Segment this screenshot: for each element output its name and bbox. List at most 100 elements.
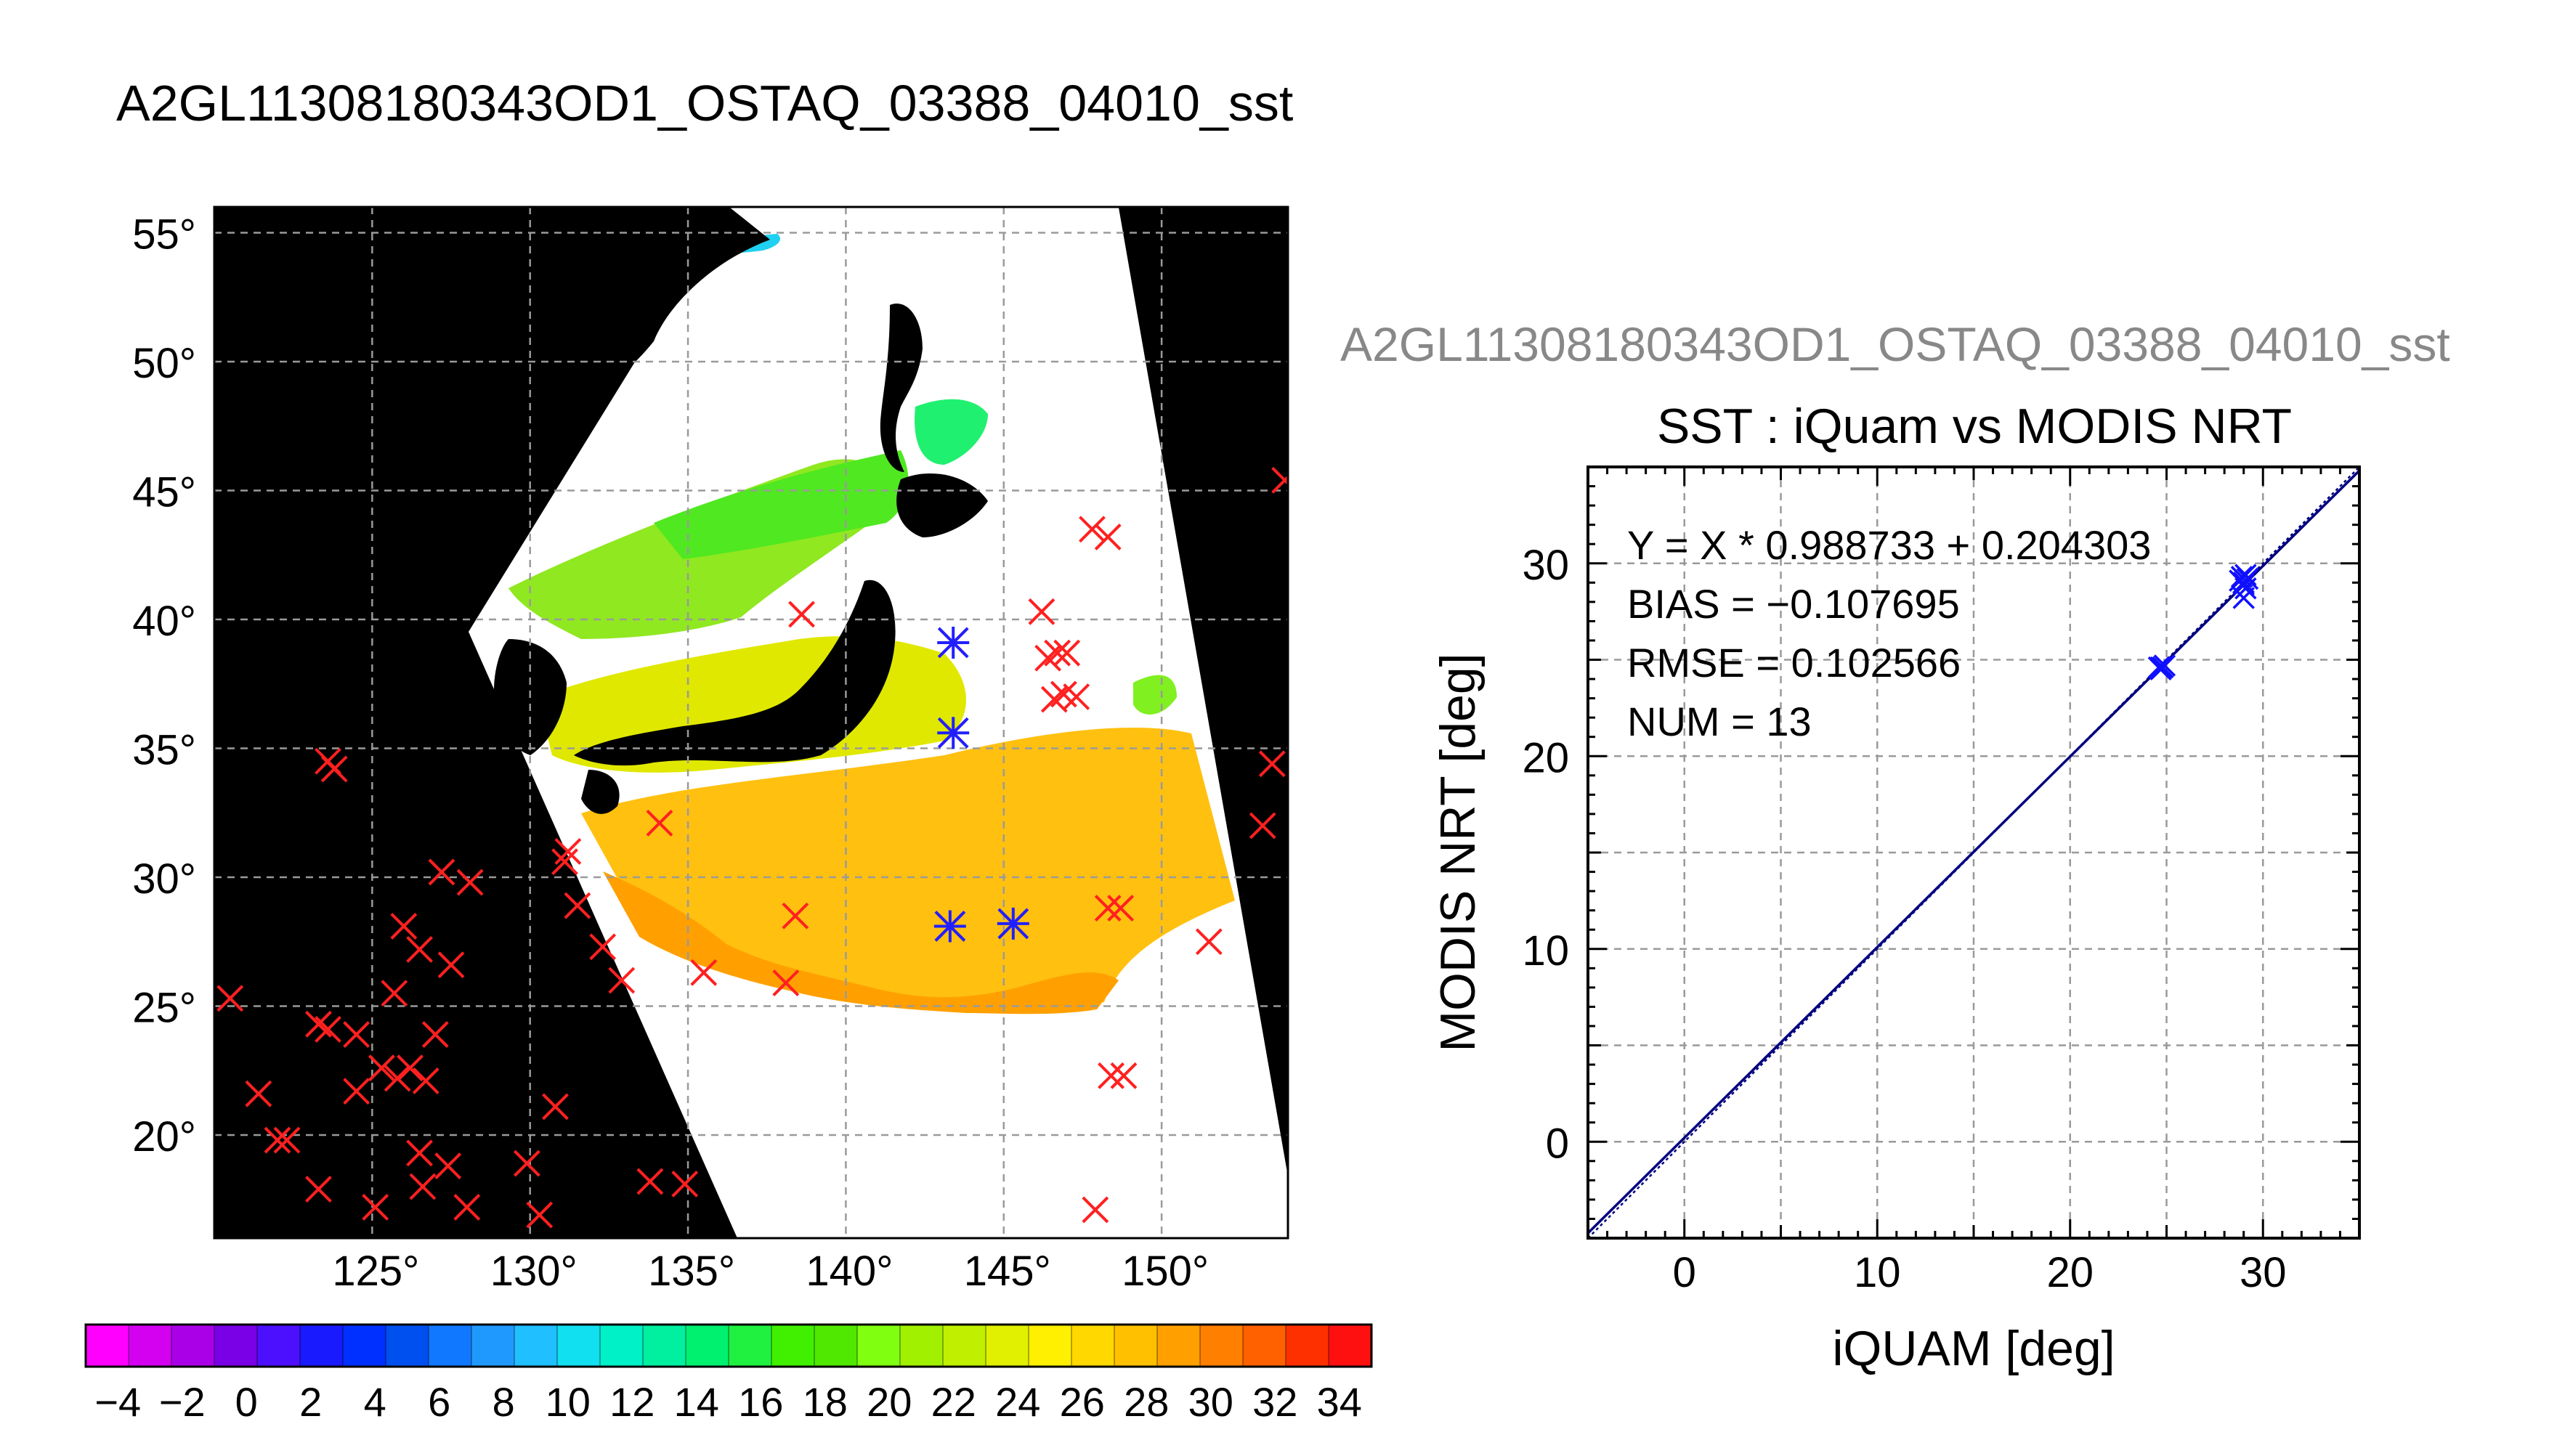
scatter-annotation: Y = X * 0.988733 + 0.204303 bbox=[1627, 522, 2151, 568]
iquam-marker bbox=[362, 1193, 389, 1221]
iquam-marker bbox=[1053, 639, 1081, 667]
map-lat-label: 50° bbox=[132, 340, 196, 387]
iquam-marker bbox=[305, 1176, 332, 1203]
regression-line bbox=[1588, 469, 2359, 1235]
colorbar-tick-label: 28 bbox=[1124, 1379, 1169, 1425]
colorbar-cell bbox=[857, 1325, 901, 1367]
scatter-x-tick-label: 0 bbox=[1673, 1249, 1696, 1296]
iquam-marker bbox=[526, 1201, 554, 1229]
scatter-lines bbox=[1588, 467, 2359, 1238]
scatter-y-tick-label: 20 bbox=[1522, 734, 1569, 781]
colorbar-cell bbox=[386, 1325, 429, 1367]
colorbar-cell bbox=[1329, 1325, 1372, 1367]
colorbar-tick-label: 0 bbox=[235, 1379, 258, 1425]
colorbar-cell bbox=[343, 1325, 386, 1367]
scatter-y-axis-label: MODIS NRT [deg] bbox=[1430, 653, 1486, 1052]
iquam-marker bbox=[368, 1054, 395, 1082]
map-frame bbox=[213, 206, 1289, 1240]
colorbar-tick-label: 4 bbox=[364, 1379, 386, 1425]
colorbar-cell bbox=[1200, 1325, 1244, 1367]
iquam-marker bbox=[772, 969, 800, 996]
colorbar-tick-label: 34 bbox=[1317, 1379, 1362, 1425]
colorbar-tick-label: 16 bbox=[738, 1379, 783, 1425]
iquam-marker bbox=[690, 959, 718, 986]
colorbar: −4 −2 0 2 4 6 8 10 12 14 16 18 20 22 24 26 28 30 32 34 bbox=[84, 1323, 1373, 1425]
map-lat-label: 35° bbox=[132, 727, 196, 774]
sst-region-okhotsk bbox=[915, 399, 988, 465]
colorbar-cell bbox=[1071, 1325, 1115, 1367]
colorbar-cell bbox=[429, 1325, 472, 1367]
iquam-marker bbox=[315, 1016, 341, 1043]
scatter-x-tick-label: 30 bbox=[2240, 1249, 2287, 1296]
iquam-marker bbox=[1094, 895, 1122, 922]
colorbar-tick-label: 14 bbox=[674, 1379, 719, 1425]
colorbar-tick-label: 10 bbox=[546, 1379, 591, 1425]
colorbar-tick-label: 22 bbox=[931, 1379, 976, 1425]
iquam-marker bbox=[343, 1021, 370, 1048]
iquam-marker bbox=[320, 755, 348, 783]
map-grid bbox=[214, 207, 1288, 1238]
iquam-marker bbox=[1028, 598, 1055, 625]
colorbar-tick-label: −2 bbox=[159, 1379, 206, 1425]
colorbar-tick-label: 30 bbox=[1188, 1379, 1233, 1425]
map-lon-label: 145° bbox=[964, 1248, 1051, 1295]
iquam-marker bbox=[1195, 928, 1223, 956]
map-latitude-labels: 55° 50° 45° 40° 35° 30° 25° 20° bbox=[132, 211, 196, 1161]
iquam-marker bbox=[1098, 1062, 1124, 1089]
colorbar-tick-label: 8 bbox=[493, 1379, 515, 1425]
scatter-x-tick-label: 10 bbox=[1854, 1249, 1901, 1296]
scatter-annotation: BIAS = −0.107695 bbox=[1627, 581, 1960, 627]
scatter-y-tick-label: 0 bbox=[1546, 1120, 1569, 1167]
scatter-annotations: Y = X * 0.988733 + 0.204303 BIAS = −0.107… bbox=[1627, 522, 2151, 744]
iquam-marker bbox=[264, 1126, 291, 1154]
map-lon-label: 125° bbox=[332, 1248, 419, 1295]
iquam-marker bbox=[343, 1078, 370, 1105]
iquam-marker bbox=[428, 858, 455, 886]
iquam-marker bbox=[542, 1093, 569, 1121]
colorbar-cell bbox=[557, 1325, 601, 1367]
colorbar-cell bbox=[900, 1325, 944, 1367]
scatter-point bbox=[2149, 656, 2172, 679]
map-lat-label: 40° bbox=[132, 598, 196, 645]
iquam-marker bbox=[216, 985, 244, 1012]
iquam-marker bbox=[782, 902, 809, 930]
iquam-marker bbox=[437, 951, 465, 979]
iquam-marker bbox=[273, 1126, 301, 1154]
colorbar-tick-label: −4 bbox=[94, 1379, 141, 1425]
scatter-point bbox=[2153, 654, 2176, 677]
colorbar-cell bbox=[86, 1325, 129, 1367]
iquam-marker bbox=[453, 1193, 481, 1221]
scatter-title: SST : iQuam vs MODIS NRT bbox=[1657, 399, 2292, 454]
iquam-marker bbox=[1063, 683, 1090, 710]
colorbar-cell bbox=[129, 1325, 172, 1367]
sst-region-south-warm bbox=[581, 727, 1235, 1009]
map-lat-label: 45° bbox=[132, 469, 196, 516]
colorbar-tick-label: 32 bbox=[1252, 1379, 1297, 1425]
sst-region-east-green bbox=[1133, 675, 1177, 715]
scatter-x-tick-label: 20 bbox=[2046, 1249, 2094, 1296]
scatter-y-tick-label: 30 bbox=[1522, 542, 1569, 589]
scatter-annotation: RMSE = 0.102566 bbox=[1627, 640, 1961, 686]
colorbar-cell bbox=[1029, 1325, 1072, 1367]
scatter-point bbox=[2232, 573, 2255, 596]
iquam-marker bbox=[671, 1171, 699, 1197]
land-sakhalin bbox=[880, 304, 923, 472]
scatter-annotation: NUM = 13 bbox=[1627, 699, 1812, 744]
iquam-marker bbox=[636, 1168, 664, 1195]
colorbar-tick-label: 24 bbox=[995, 1379, 1040, 1425]
iquam-marker bbox=[381, 980, 408, 1007]
scatter-plot: SST : iQuam vs MODIS NRT 0 10 20 30 0 10 20 30… bbox=[1430, 399, 2361, 1376]
map-lon-label: 130° bbox=[490, 1248, 578, 1295]
iquam-marker bbox=[434, 1152, 462, 1180]
map-lat-label: 25° bbox=[132, 985, 196, 1032]
iquam-marker bbox=[564, 892, 591, 919]
iquam-marker bbox=[1079, 516, 1106, 543]
scatter-points bbox=[2147, 564, 2259, 681]
sst-map: 55° 50° 45° 40° 35° 30° 25° 20° 125° 130° 135° 140… bbox=[132, 206, 1289, 1295]
colorbar-cell bbox=[300, 1325, 344, 1367]
land-hokkaido bbox=[896, 473, 988, 537]
map-lon-label: 135° bbox=[648, 1248, 735, 1295]
map-lat-label: 30° bbox=[132, 855, 196, 903]
map-lat-label: 55° bbox=[132, 211, 196, 259]
